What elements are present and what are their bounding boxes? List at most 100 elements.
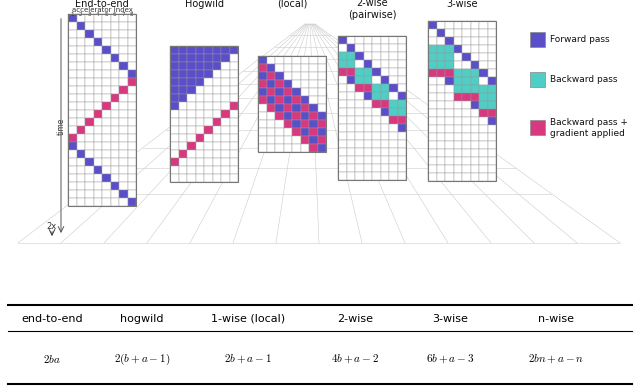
Bar xyxy=(275,120,284,128)
Bar xyxy=(170,46,179,54)
Bar xyxy=(389,140,397,148)
Bar xyxy=(93,118,102,126)
Bar xyxy=(93,70,102,78)
Bar xyxy=(428,173,436,181)
Bar xyxy=(470,141,479,149)
Bar xyxy=(221,86,230,94)
Bar xyxy=(338,140,346,148)
Bar xyxy=(170,150,179,158)
Bar xyxy=(462,165,470,173)
Bar xyxy=(85,94,93,102)
Bar xyxy=(346,76,355,84)
Bar xyxy=(275,144,284,152)
Bar xyxy=(195,54,204,62)
Bar xyxy=(381,156,389,164)
Bar xyxy=(195,134,204,142)
Bar xyxy=(309,144,317,152)
Bar xyxy=(317,144,326,152)
Bar xyxy=(93,46,102,54)
Bar xyxy=(479,69,488,77)
Bar xyxy=(275,128,284,136)
Bar xyxy=(454,21,462,29)
Bar xyxy=(119,134,127,142)
Bar xyxy=(179,166,187,174)
Bar xyxy=(428,85,436,93)
Bar xyxy=(77,150,85,158)
Bar xyxy=(68,174,77,182)
Bar xyxy=(355,44,364,52)
Bar xyxy=(309,72,317,80)
Bar xyxy=(85,54,93,62)
Bar xyxy=(102,94,111,102)
Bar xyxy=(102,126,111,134)
Bar xyxy=(195,166,204,174)
Bar xyxy=(338,44,346,52)
Bar xyxy=(445,29,454,37)
Bar xyxy=(266,96,275,104)
Bar xyxy=(445,141,454,149)
Bar xyxy=(292,56,301,64)
Bar xyxy=(258,96,266,104)
Bar xyxy=(77,38,85,46)
Bar xyxy=(364,148,372,156)
Bar xyxy=(462,29,470,37)
Bar xyxy=(397,164,406,172)
Bar xyxy=(346,132,355,140)
Bar xyxy=(397,60,406,68)
Bar xyxy=(488,29,496,37)
Bar xyxy=(77,102,85,110)
Bar xyxy=(436,125,445,133)
Bar xyxy=(428,53,436,61)
Text: $2bn+a-n$: $2bn+a-n$ xyxy=(528,353,584,365)
Bar xyxy=(445,45,454,53)
Bar xyxy=(93,86,102,94)
Bar xyxy=(346,172,355,180)
Bar xyxy=(428,157,436,165)
Bar xyxy=(470,109,479,117)
Bar xyxy=(85,78,93,86)
Bar xyxy=(195,158,204,166)
Bar xyxy=(195,126,204,134)
Bar xyxy=(454,101,462,109)
Bar xyxy=(221,102,230,110)
Bar xyxy=(170,62,179,70)
Bar xyxy=(119,14,127,22)
Bar xyxy=(212,134,221,142)
Bar xyxy=(212,62,221,70)
Bar xyxy=(301,120,309,128)
Bar xyxy=(212,102,221,110)
Bar xyxy=(230,166,238,174)
Bar xyxy=(488,165,496,173)
Bar xyxy=(258,112,266,120)
Bar xyxy=(317,64,326,72)
Bar xyxy=(317,112,326,120)
Bar xyxy=(338,36,346,44)
Bar xyxy=(221,46,230,54)
Bar xyxy=(187,70,195,78)
Bar xyxy=(179,86,187,94)
Bar xyxy=(93,38,102,46)
Bar xyxy=(346,36,355,44)
Bar xyxy=(212,142,221,150)
Bar xyxy=(389,172,397,180)
Bar xyxy=(436,85,445,93)
Bar xyxy=(187,78,195,86)
Bar xyxy=(436,165,445,173)
Bar xyxy=(346,164,355,172)
Bar xyxy=(530,72,545,87)
Bar xyxy=(372,60,381,68)
Bar xyxy=(93,94,102,102)
Bar xyxy=(436,149,445,157)
Bar xyxy=(102,14,111,22)
Bar xyxy=(93,126,102,134)
Bar xyxy=(338,132,346,140)
Bar xyxy=(355,140,364,148)
Bar xyxy=(301,128,309,136)
Bar xyxy=(85,182,93,190)
Bar xyxy=(389,116,397,124)
Bar xyxy=(102,150,111,158)
Bar xyxy=(85,86,93,94)
Bar xyxy=(381,84,389,92)
Bar xyxy=(488,101,496,109)
Bar xyxy=(187,134,195,142)
